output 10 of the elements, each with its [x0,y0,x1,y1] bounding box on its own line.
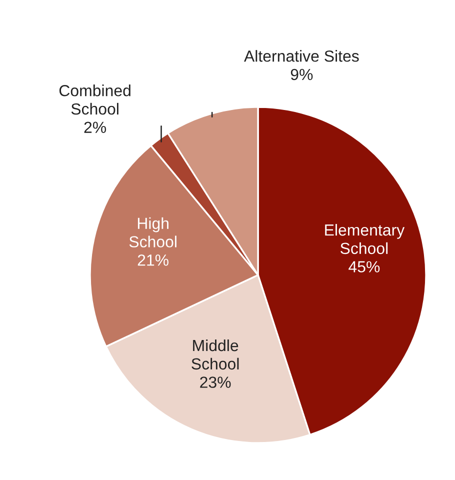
slice-label: Combined School [59,84,130,115]
slice-label: Middle School [192,339,239,370]
slice-label: High School [129,217,176,248]
data-label: 9% [290,68,313,80]
data-label: 45% [348,261,380,272]
data-label: 21% [138,254,168,266]
slice-label: Alternative Sites [244,50,359,62]
slice-label: Elementary School [325,224,405,254]
data-label: 2% [84,122,106,133]
data-label: 23% [200,376,231,388]
